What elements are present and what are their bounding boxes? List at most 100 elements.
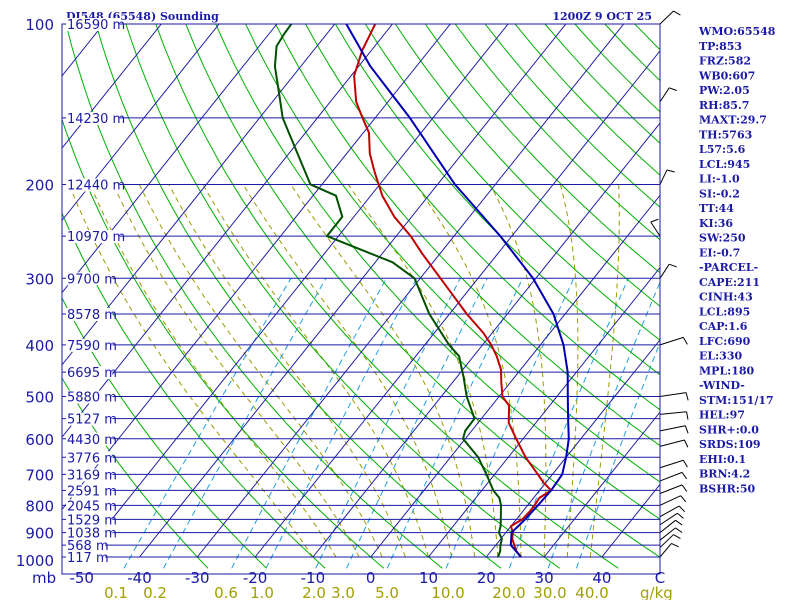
- mixing-ratio-tick-label: 1.0: [250, 584, 274, 600]
- wind-barb-shaft: [659, 439, 685, 447]
- stat-line: EL:330: [699, 350, 742, 363]
- wind-barb-flag: [680, 495, 687, 503]
- height-label: 1529 m: [67, 513, 117, 528]
- dry-adiabat-line: [65, 24, 443, 569]
- dry-adiabat-line: [305, 24, 660, 411]
- height-label: 6695 m: [67, 366, 117, 381]
- height-label-bg: [66, 451, 113, 465]
- stat-line: CAP:1.6: [699, 320, 748, 333]
- height-label: 1038 m: [67, 527, 117, 542]
- stat-line: TP:853: [699, 40, 742, 53]
- wind-barb-shaft: [659, 484, 683, 494]
- dry-adiabat-line: [364, 24, 660, 341]
- dry-adiabat-line: [95, 24, 502, 569]
- wind-barb-flag: [678, 505, 686, 513]
- pressure-unit-label: mb: [32, 569, 56, 587]
- plot-background: [62, 24, 660, 574]
- height-label: 9700 m: [67, 272, 117, 287]
- pressure-tick-label: 1000: [16, 552, 54, 570]
- stat-line: SI:-0.2: [699, 187, 740, 200]
- sounding-profiles: [273, 24, 570, 558]
- mixing-ratio-tick-label: 0.1: [104, 584, 128, 600]
- dry-adiabat-line: [394, 24, 660, 307]
- height-label: 3776 m: [67, 451, 117, 466]
- height-label-bg: [66, 412, 113, 426]
- stat-line: -PARCEL-: [699, 261, 758, 274]
- height-label-bg: [66, 18, 120, 31]
- height-label: 4430 m: [67, 433, 117, 448]
- wind-barb-flag: [685, 392, 689, 401]
- stat-line: LFC:690: [699, 335, 751, 348]
- stat-line: CAPE:211: [699, 276, 760, 289]
- height-label-bg: [66, 272, 113, 286]
- temperature-profile-line: [353, 24, 553, 558]
- mixing-ratio-tick-label: 0.6: [214, 584, 238, 600]
- pressure-axis: 100 200 300 400 500 600 700 800 900 1000: [16, 16, 54, 570]
- stat-line: WB0:607: [698, 69, 755, 82]
- wind-barb-flag: [666, 169, 675, 173]
- mixing-ratio-tick-label: 20.0: [492, 584, 525, 600]
- temperature-tick-label: -50: [69, 569, 94, 587]
- wind-barb-shaft: [659, 527, 676, 541]
- stat-line: RH:85.7: [699, 99, 749, 112]
- stat-line: BRN:4.2: [699, 468, 750, 481]
- wind-barb-shaft: [659, 10, 674, 25]
- wind-barb-shaft: [650, 221, 661, 237]
- isotherm-line: [485, 339, 660, 558]
- pressure-tick-label: 100: [25, 16, 54, 34]
- height-label: 12440 m: [67, 178, 125, 193]
- mixing-ratio-line: [123, 278, 292, 569]
- isotherm-line: [370, 194, 660, 558]
- height-label: 10970 m: [67, 230, 125, 245]
- dry-adiabat-line: [185, 24, 660, 558]
- stat-line: LI:-1.0: [699, 173, 740, 186]
- isotherm-line: [428, 266, 660, 558]
- wind-barb-flag: [675, 519, 683, 526]
- temperature-tick-label: 20: [477, 569, 496, 587]
- wind-barb-flag: [686, 411, 689, 420]
- height-label-bg: [66, 499, 113, 513]
- wind-barb-flag: [684, 425, 689, 434]
- stat-line: HEL:97: [699, 409, 745, 422]
- dry-adiabat-line: [62, 377, 209, 569]
- wind-barb-shaft: [659, 336, 684, 346]
- temperature-tick-label: -10: [301, 569, 326, 587]
- wind-barb-shaft: [659, 411, 687, 415]
- height-label-bg: [66, 526, 113, 540]
- dry-adiabat-line: [125, 24, 560, 569]
- mixing-ratio-tick-label: 5.0: [375, 584, 399, 600]
- wind-barb-shaft: [659, 495, 681, 506]
- pressure-tick-label: 600: [25, 431, 54, 449]
- plot-frame: [61, 23, 661, 575]
- wind-barb-shaft: [659, 534, 674, 548]
- height-label: 8578 m: [67, 308, 117, 323]
- temperature-tick-label: -20: [243, 569, 268, 587]
- mixing-ratio-line: [346, 278, 488, 569]
- stat-line: KI:36: [699, 217, 733, 230]
- dry-adiabat-line: [275, 24, 660, 447]
- wind-barb-flag: [681, 484, 688, 492]
- height-label-bg: [66, 539, 105, 553]
- pressure-tick-label: 300: [25, 270, 54, 288]
- mixing-ratio-line: [386, 278, 524, 569]
- wind-barb-shaft: [659, 87, 670, 103]
- pressure-tick-label: 700: [25, 466, 54, 484]
- stat-line: SW:250: [699, 232, 746, 245]
- wind-barb-flag: [675, 527, 683, 533]
- stat-line: FRZ:582: [699, 55, 751, 68]
- isotherm-line: [62, 24, 336, 366]
- stat-line: BSHR:50: [699, 482, 755, 495]
- wind-barb-shaft: [659, 425, 686, 432]
- wind-barb-flag: [682, 459, 688, 468]
- stat-line: TH:5763: [699, 128, 752, 141]
- wind-barb-shaft: [659, 471, 683, 482]
- height-label-bg: [66, 178, 120, 192]
- wind-barb-shaft: [659, 512, 678, 526]
- temperature-tick-label: 30: [535, 569, 554, 587]
- temperature-tick-label: C: [655, 569, 665, 587]
- mixing-ratio-tick-label: 3.0: [331, 584, 355, 600]
- stat-line: SHR+:0.0: [699, 423, 759, 436]
- mixing-ratio-tick-label: 40.0: [575, 584, 608, 600]
- height-labels: 16590 m 14230 m 12440 m 10970 m 9700 m 8578 m…: [66, 18, 125, 566]
